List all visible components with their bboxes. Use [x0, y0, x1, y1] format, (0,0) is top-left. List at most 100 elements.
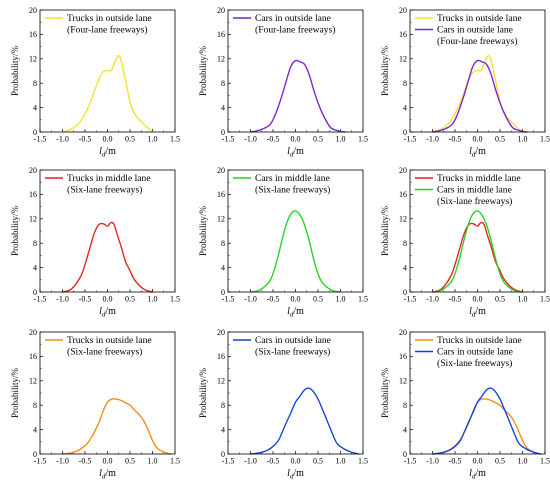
y-tick-label: 0	[33, 288, 37, 297]
legend: Cars in outside lane(Four-lane freeways)	[233, 13, 336, 36]
y-tick-label: 20	[399, 166, 407, 175]
x-tick-label: -1.0	[56, 135, 69, 144]
x-tick-label: 0.0	[291, 135, 301, 144]
y-tick-label: 12	[29, 215, 37, 224]
x-tick-label: -1.5	[34, 295, 47, 304]
series-line-1	[61, 221, 154, 293]
legend-note: (Four-lane freeways)	[255, 25, 336, 36]
chart-panel-1: -1.5 -1.0 -0.5 0.0 0.5 1.0 1.5 0 4 8 12 16 20 Trucks …	[10, 6, 180, 159]
y-tick-label: 20	[217, 6, 225, 15]
plot-frame	[409, 331, 546, 455]
legend-entry: Trucks in middle lane	[67, 173, 151, 184]
legend-entry: Trucks in outside lane	[437, 335, 522, 346]
chart-panel-3: -1.5 -1.0 -0.5 0.0 0.5 1.0 1.5 0 4 8 12 16 20 Trucks …	[380, 6, 550, 159]
y-tick-label: 12	[399, 55, 407, 64]
y-axis-label: Probability/%	[198, 368, 208, 418]
legend-note: (Six-lane freeways)	[255, 347, 330, 358]
y-tick-label: 12	[217, 377, 225, 386]
x-tick-label: -1.5	[34, 135, 47, 144]
y-tick-label: 0	[403, 288, 407, 297]
x-axis-label: ld/m	[99, 146, 116, 159]
plot-frame	[409, 9, 546, 133]
legend: Trucks in outside lane(Six-lane freeways…	[45, 335, 152, 358]
y-tick-label: 20	[399, 328, 407, 337]
legend-note: (Six-lane freeways)	[67, 347, 142, 358]
x-axis-label: ld/m	[469, 306, 486, 319]
x-tick-label: -1.0	[56, 295, 69, 304]
x-tick-label: 0.5	[125, 295, 135, 304]
x-tick-label: -0.5	[79, 457, 92, 466]
x-tick-label: -1.5	[222, 457, 235, 466]
y-tick-label: 12	[399, 377, 407, 386]
legend-note: (Six-lane freeways)	[437, 196, 512, 207]
y-tick-label: 12	[399, 215, 407, 224]
x-axis-label: ld/m	[287, 306, 304, 319]
x-tick-label: 1.0	[336, 295, 346, 304]
y-tick-label: 8	[33, 401, 37, 410]
legend: Cars in outside lane(Six-lane freeways)	[233, 335, 331, 358]
x-axis-label: ld/m	[99, 306, 116, 319]
plot-frame	[227, 169, 364, 293]
legend-note: (Six-lane freeways)	[67, 185, 142, 196]
x-tick-label: 1.5	[170, 457, 180, 466]
x-tick-label: -0.5	[449, 457, 462, 466]
x-tick-label: 1.5	[540, 135, 550, 144]
y-tick-label: 8	[33, 239, 37, 248]
y-axis-label: Probability/%	[380, 368, 390, 418]
x-tick-label: -1.5	[404, 135, 417, 144]
legend: Trucks in outside lane(Four-lane freeway…	[45, 13, 152, 36]
y-tick-label: 20	[217, 166, 225, 175]
series-line-1	[249, 59, 346, 133]
y-tick-label: 16	[217, 352, 225, 361]
series-line-1	[249, 210, 342, 293]
plot-frame	[39, 169, 176, 293]
x-tick-label: 0.5	[495, 135, 505, 144]
y-tick-label: 0	[403, 128, 407, 137]
plot-frame	[39, 331, 176, 455]
x-tick-label: 1.0	[336, 457, 346, 466]
x-tick-label: 1.5	[358, 295, 368, 304]
x-tick-label: 1.0	[518, 457, 528, 466]
legend-entry: Cars in middle lane	[255, 173, 330, 184]
x-axis-label: ld/m	[469, 146, 486, 159]
series-line-2	[431, 210, 524, 293]
x-tick-label: 0.5	[313, 457, 323, 466]
y-tick-label: 8	[403, 401, 407, 410]
x-tick-label: 0.5	[495, 295, 505, 304]
y-axis-label: Probability/%	[10, 368, 20, 418]
x-tick-label: -0.5	[267, 295, 280, 304]
x-tick-label: 1.0	[148, 295, 158, 304]
legend: Trucks in middle lane(Six-lane freeways)	[45, 173, 151, 196]
y-tick-label: 4	[403, 263, 407, 272]
x-tick-label: -1.5	[222, 135, 235, 144]
x-tick-label: 1.0	[336, 135, 346, 144]
x-axis-label: ld/m	[287, 468, 304, 481]
x-tick-label: -0.5	[449, 135, 462, 144]
x-tick-label: 0.0	[473, 457, 483, 466]
legend-entry: Cars in outside lane	[255, 335, 331, 346]
chart-panel-7: -1.5 -1.0 -0.5 0.0 0.5 1.0 1.5 0 4 8 12 16 20 Trucks …	[10, 328, 180, 481]
y-tick-label: 8	[221, 239, 225, 248]
y-tick-label: 8	[221, 401, 225, 410]
x-tick-label: 1.0	[518, 135, 528, 144]
chart-panel-6: -1.5 -1.0 -0.5 0.0 0.5 1.0 1.5 0 4 8 12 16 20 Trucks …	[380, 166, 550, 319]
legend-note: (Six-lane freeways)	[255, 185, 330, 196]
y-tick-label: 8	[403, 239, 407, 248]
series-line-1	[431, 398, 542, 455]
y-tick-label: 4	[221, 103, 225, 112]
x-tick-label: 1.0	[148, 457, 158, 466]
y-tick-label: 0	[221, 128, 225, 137]
y-tick-label: 8	[221, 79, 225, 88]
y-tick-label: 12	[29, 55, 37, 64]
y-axis-label: Probability/%	[380, 206, 390, 256]
y-axis-label: Probability/%	[198, 206, 208, 256]
x-tick-label: 0.0	[103, 135, 113, 144]
series-line-1	[431, 54, 524, 133]
x-tick-label: 1.5	[358, 457, 368, 466]
plot-frame	[409, 169, 546, 293]
x-tick-label: -1.0	[426, 457, 439, 466]
plot-frame	[227, 9, 364, 133]
